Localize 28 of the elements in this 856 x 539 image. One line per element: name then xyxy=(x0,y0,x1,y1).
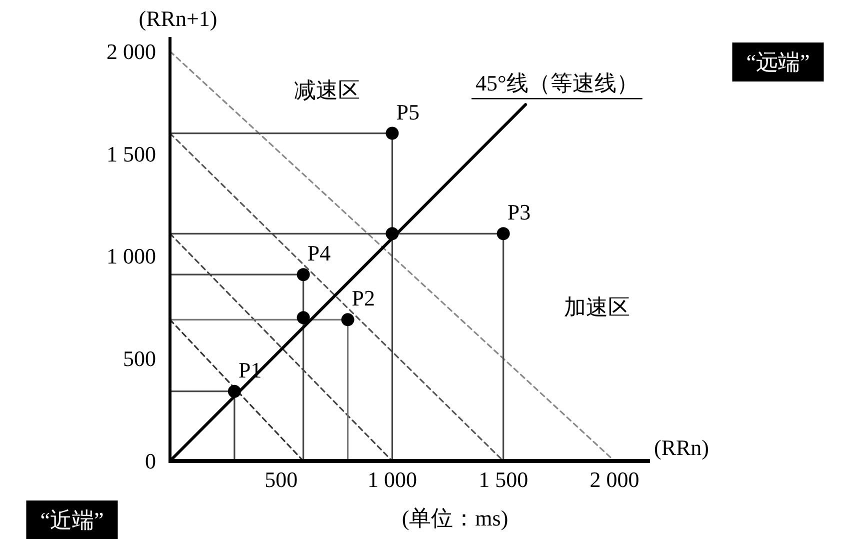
x-axis-title: (RRn) xyxy=(654,435,709,460)
point xyxy=(341,313,354,326)
annotation: 加速区 xyxy=(564,294,630,320)
y-tick-label: 2 000 xyxy=(106,38,156,64)
y-tick-label: 1 000 xyxy=(106,244,156,269)
text: (单位：ms) xyxy=(402,506,508,530)
series-label: 45°线（等速线） xyxy=(476,70,638,96)
x-tick-label: 1 500 xyxy=(478,467,528,492)
annotation: P2 xyxy=(352,286,376,311)
x-tick-label: 1 000 xyxy=(367,467,417,492)
point xyxy=(386,227,399,240)
point xyxy=(496,227,510,240)
x-tick-label: 500 xyxy=(264,467,298,492)
x-tick-label: 2 000 xyxy=(590,467,640,492)
annotation: P4 xyxy=(307,240,331,266)
y-axis-title: (RRn+1) xyxy=(138,6,218,31)
point xyxy=(386,126,399,140)
point xyxy=(296,268,310,282)
point xyxy=(296,311,310,324)
annotation: P3 xyxy=(507,200,531,225)
point xyxy=(228,384,241,398)
annotation: P5 xyxy=(396,99,420,124)
annotation: 减速区 xyxy=(294,78,360,102)
y-tick-label: 500 xyxy=(123,346,156,372)
y-tick-label: 1 500 xyxy=(106,141,156,166)
y-tick-label: 0 xyxy=(145,448,156,474)
text: “远端” xyxy=(746,50,810,74)
text: “近端” xyxy=(40,508,104,532)
